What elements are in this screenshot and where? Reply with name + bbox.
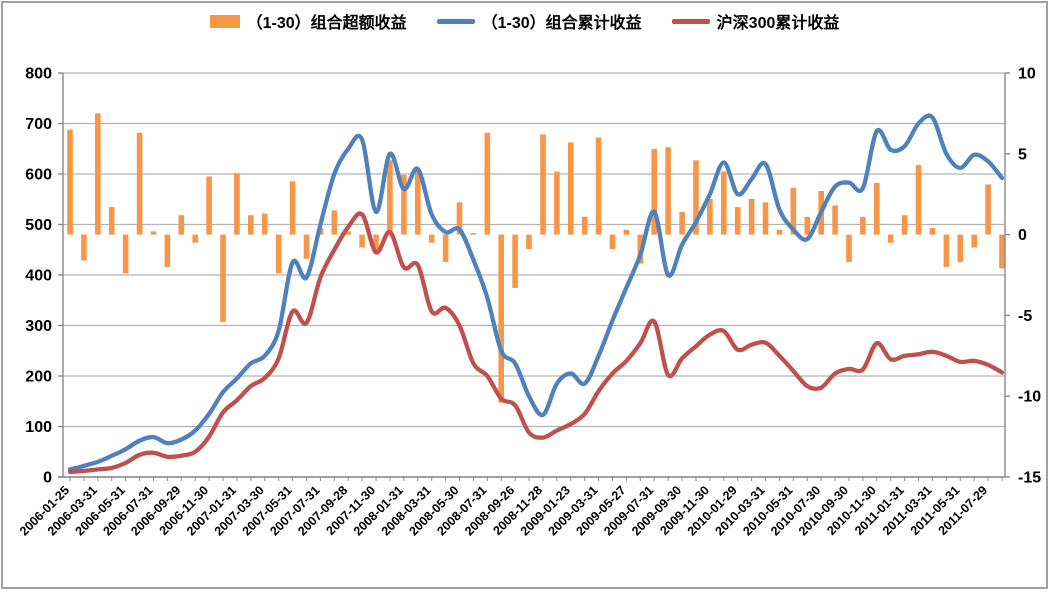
legend-label: （1-30）组合超额收益 <box>246 15 407 32</box>
hs300-cumulative-line <box>67 211 1005 475</box>
x-axis-labels: 2006-01-252006-03-312006-05-312006-07-31… <box>17 483 990 538</box>
legend-item-excess-return: （1-30）组合超额收益 <box>209 9 407 33</box>
line-swatch-icon <box>436 18 475 24</box>
legend-item-hs300-cumulative: 沪深300累计收益 <box>671 9 840 33</box>
svg-text:-15: -15 <box>1018 470 1041 487</box>
svg-text:100: 100 <box>25 419 52 436</box>
legend: （1-30）组合超额收益 （1-30）组合累计收益 沪深300累计收益 <box>3 9 1046 33</box>
svg-text:300: 300 <box>25 318 52 335</box>
svg-text:200: 200 <box>25 369 52 386</box>
svg-text:600: 600 <box>25 167 52 184</box>
svg-text:500: 500 <box>25 217 52 234</box>
left-axis-labels: 0 100 200 300 400 500 600 700 800 <box>25 66 52 487</box>
svg-text:-10: -10 <box>1018 389 1041 406</box>
svg-text:700: 700 <box>25 116 52 133</box>
legend-label: 沪深300累计收益 <box>716 15 840 32</box>
right-axis-labels: 10 5 0 -5 -10 -15 <box>1018 66 1041 487</box>
svg-text:0: 0 <box>1018 227 1027 244</box>
line-swatch-icon <box>671 18 710 24</box>
svg-text:5: 5 <box>1018 146 1027 163</box>
legend-label: （1-30）组合累计收益 <box>481 15 642 32</box>
axes <box>58 72 1010 481</box>
bar-swatch-icon <box>209 14 240 28</box>
legend-item-portfolio-cumulative: （1-30）组合累计收益 <box>436 9 642 33</box>
svg-text:400: 400 <box>25 268 52 285</box>
svg-text:800: 800 <box>25 66 52 83</box>
svg-text:10: 10 <box>1018 66 1036 83</box>
svg-text:-5: -5 <box>1018 308 1032 325</box>
svg-text:0: 0 <box>43 470 52 487</box>
portfolio-cumulative-line <box>67 113 1005 472</box>
excess-return-bars <box>67 113 1005 403</box>
chart-canvas: 0 100 200 300 400 500 600 700 800 10 5 0 -5 -10 -15 200… <box>17 66 1041 539</box>
gridlines <box>63 72 1005 478</box>
